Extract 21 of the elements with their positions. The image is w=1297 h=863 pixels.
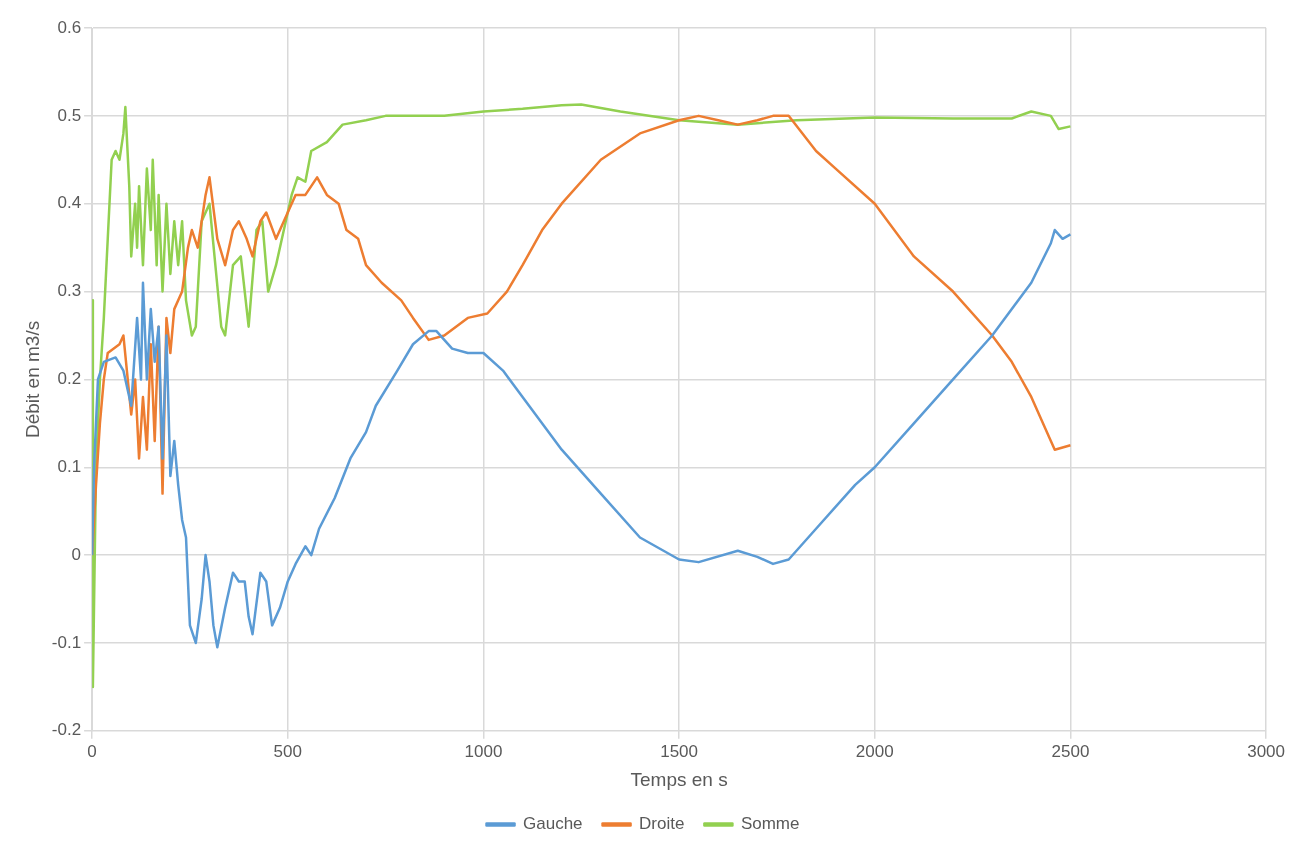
x-tick-label: 0 bbox=[87, 741, 97, 761]
y-tick-label: 0.4 bbox=[57, 193, 82, 213]
y-tick-label: 0.6 bbox=[57, 17, 82, 37]
y-tick-label: 0.2 bbox=[57, 369, 82, 389]
x-tick-label: 2000 bbox=[855, 741, 894, 761]
x-tick-label: 2500 bbox=[1051, 741, 1090, 761]
y-tick-label: 0 bbox=[71, 544, 82, 564]
legend-label: Droite bbox=[639, 814, 685, 834]
y-tick-label: -0.2 bbox=[51, 720, 82, 740]
x-tick-label: 1500 bbox=[660, 741, 699, 761]
x-tick-label: 1000 bbox=[464, 741, 503, 761]
legend-label: Somme bbox=[740, 814, 800, 834]
x-tick-label: 500 bbox=[273, 741, 302, 761]
y-axis-title: Débit en m3/s bbox=[21, 320, 43, 439]
legend-label: Gauche bbox=[523, 814, 583, 834]
y-tick-label: 0.1 bbox=[57, 456, 82, 476]
y-tick-label: -0.1 bbox=[51, 632, 82, 652]
x-tick-label: 3000 bbox=[1247, 741, 1285, 761]
x-axis-title: Temps en s bbox=[630, 768, 728, 790]
y-tick-label: 0.3 bbox=[57, 281, 82, 301]
y-tick-label: 0.5 bbox=[57, 105, 82, 125]
